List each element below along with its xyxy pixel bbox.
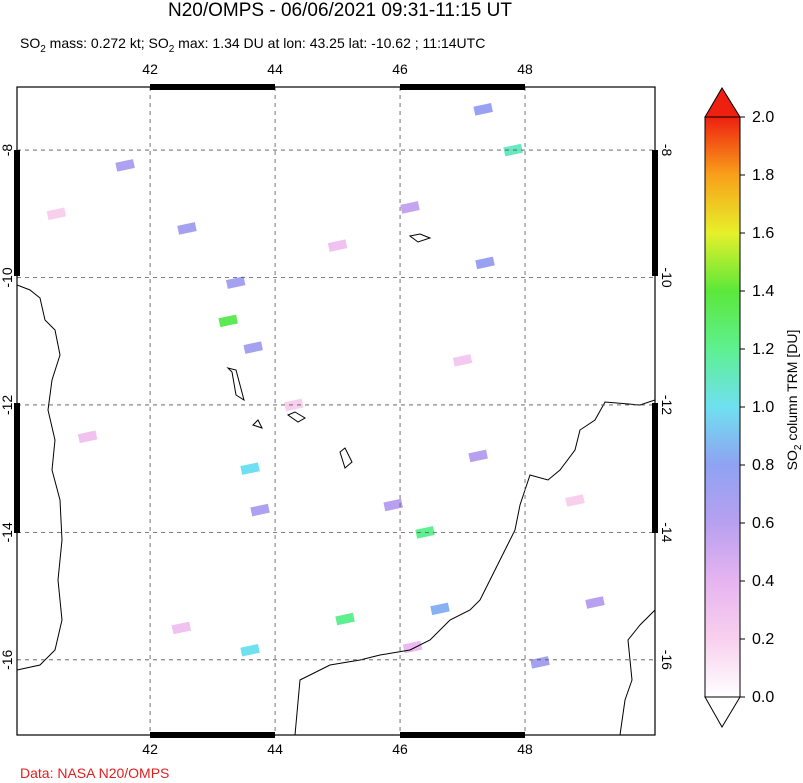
so2-pixel: [327, 239, 348, 252]
frame-bars: [14, 84, 658, 738]
x-tick-label: 42: [142, 61, 158, 77]
x-tick-label: 44: [267, 61, 283, 77]
so2-pixel: [383, 498, 403, 512]
colorbar: [704, 116, 741, 698]
so2-pixel: [243, 341, 263, 354]
credit: Data: NASA N20/OMPS: [20, 765, 169, 781]
so2-pixel: [530, 656, 550, 669]
colorbar-top-arrow: [704, 87, 741, 118]
y-tick-label: -12: [0, 395, 15, 415]
colorbar-tick-label: 2.0: [752, 109, 774, 126]
y-tick-label: -12: [659, 395, 675, 415]
x-tick-label: 42: [142, 741, 158, 757]
so2-pixel: [284, 398, 304, 412]
so2-pixel: [218, 314, 238, 328]
map-area: [17, 87, 655, 735]
so2-pixel: [565, 494, 585, 507]
colorbar-tick-label: 0.8: [752, 457, 774, 474]
x-tick-label: 44: [267, 741, 283, 757]
so2-pixel: [473, 103, 493, 116]
so2-pixel: [46, 207, 67, 221]
y-tick-label: -10: [0, 267, 15, 287]
so2-pixel: [400, 201, 420, 214]
x-tick-label: 46: [392, 61, 408, 77]
colorbar-label: SO2 column TRM [DU]: [784, 330, 803, 471]
so2-pixel: [335, 612, 355, 626]
so2-pixel: [585, 596, 605, 609]
so2-pixel: [240, 462, 260, 475]
so2-pixel: [468, 449, 488, 463]
colorbar-tick-label: 1.8: [752, 167, 774, 184]
so2-pixel: [177, 222, 197, 235]
colorbar-tick-label: 0.6: [752, 515, 774, 532]
colorbar-bottom-arrow: [704, 696, 741, 728]
coastlines: [17, 233, 655, 735]
chart-title: N20/OMPS - 06/06/2021 09:31-11:15 UT: [168, 0, 512, 21]
y-tick-label: -14: [659, 522, 675, 542]
y-tick-label: -10: [659, 267, 675, 287]
y-tick-label: -8: [659, 144, 675, 157]
colorbar-tick-label: 0.4: [752, 573, 774, 590]
so2-pixel: [240, 643, 260, 657]
so2-pixel: [452, 354, 473, 367]
so2-pixel: [225, 276, 246, 289]
so2-pixel: [250, 503, 270, 517]
colorbar-tick-label: 1.2: [752, 341, 774, 358]
colorbar-tick-label: 0.0: [752, 689, 774, 706]
subtitle: SO2 mass: 0.272 kt; SO2 max: 1.34 DU at …: [20, 35, 485, 55]
y-tick-label: -14: [0, 522, 15, 542]
colorbar-tick-label: 1.4: [752, 283, 774, 300]
so2-pixel: [430, 602, 450, 616]
y-tick-label: -16: [659, 650, 675, 670]
so2-pixel: [115, 159, 135, 172]
colorbar-tick-label: 1.0: [752, 399, 774, 416]
x-tick-label: 48: [517, 61, 533, 77]
colorbar-tick-label: 0.2: [752, 631, 774, 648]
y-tick-label: -16: [0, 649, 15, 669]
so2-pixel: [171, 621, 192, 635]
so2-pixel: [475, 256, 495, 270]
so2-pixel: [77, 430, 98, 444]
colorbar-tick-label: 1.6: [752, 225, 774, 242]
y-tick-label: -8: [0, 144, 15, 157]
x-tick-label: 48: [517, 741, 533, 757]
x-tick-label: 46: [392, 741, 408, 757]
